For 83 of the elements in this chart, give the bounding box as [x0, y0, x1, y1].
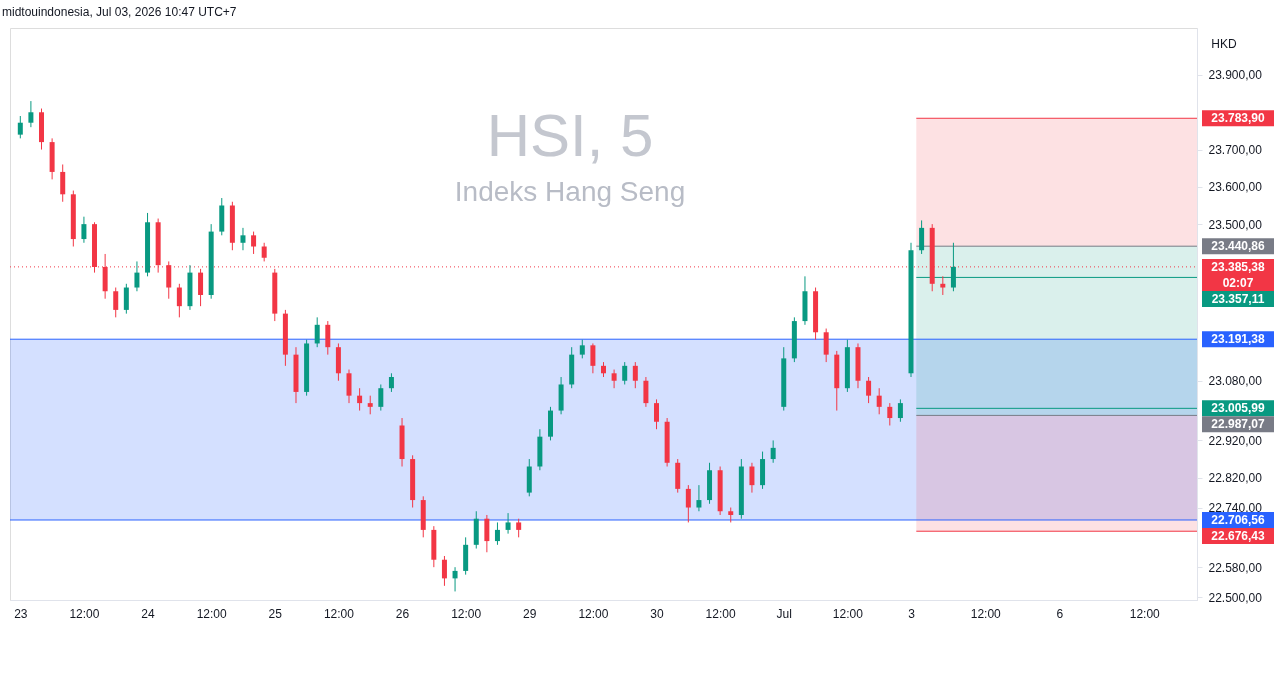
ref-line-label: 23.005,99 — [1211, 401, 1266, 416]
candlestick — [897, 398, 903, 423]
candlestick — [494, 521, 500, 546]
x-tick-label: 3 — [908, 606, 916, 621]
y-tick-label: 23.700,00 — [1208, 143, 1263, 158]
ref-line-label: 23.440,86 — [1211, 239, 1266, 254]
candlestick — [654, 398, 660, 430]
candlestick — [81, 216, 87, 244]
candlestick — [505, 512, 511, 535]
candlestick — [367, 395, 373, 415]
x-tick-label: 26 — [395, 606, 410, 621]
candlestick — [378, 383, 384, 412]
y-tick-label: 22.580,00 — [1208, 560, 1263, 575]
candlestick — [134, 260, 140, 292]
text: midtouindonesia, Jul 03, 2026 10:47 UTC+7 — [2, 5, 237, 19]
x-tick-label: 12:00 — [970, 606, 1002, 621]
y-tick-label: 23.080,00 — [1208, 374, 1263, 389]
candlestick — [579, 339, 585, 359]
candlestick — [388, 372, 394, 393]
candlestick — [770, 439, 776, 464]
ref-line-label: 22.676,43 — [1211, 528, 1266, 543]
y-tick-label: 23.600,00 — [1208, 180, 1263, 195]
x-tick-label: 6 — [1056, 606, 1064, 621]
candlestick — [314, 316, 320, 348]
x-tick-label: 12:00 — [578, 606, 609, 621]
y-tick-label: 23.900,00 — [1208, 68, 1263, 83]
candlestick — [325, 320, 331, 356]
candlestick — [123, 283, 129, 315]
y-tick-label: 22.500,00 — [1208, 590, 1263, 605]
candlestick — [198, 268, 204, 307]
candlestick — [176, 283, 182, 318]
candlestick — [452, 566, 458, 592]
candlestick — [240, 227, 246, 251]
candlestick — [866, 376, 872, 404]
candlestick — [251, 231, 257, 255]
x-tick-label: 25 — [268, 606, 283, 621]
candlestick — [590, 342, 596, 374]
candlestick — [60, 163, 66, 203]
candlestick — [113, 287, 119, 318]
candlestick — [632, 361, 638, 389]
candlestick — [749, 462, 755, 494]
ref-line-label: 22.987,07 — [1211, 417, 1266, 432]
candlestick — [611, 369, 617, 389]
y-axis-title: HKD — [1211, 37, 1237, 51]
candlestick — [28, 100, 34, 128]
x-tick-label: 30 — [650, 606, 665, 621]
candlestick — [919, 219, 925, 255]
x-tick-label: 12:00 — [69, 606, 100, 621]
x-tick-label: 12:00 — [1129, 606, 1161, 621]
candlestick — [643, 376, 649, 408]
candlestick — [261, 242, 267, 262]
text: HSI, 5 — [486, 102, 654, 169]
x-tick-label: 12:00 — [196, 606, 228, 621]
candlestick — [876, 387, 882, 415]
ref-line-label: 23.357,11 — [1211, 291, 1265, 306]
x-tick-label: 12:00 — [832, 606, 864, 621]
y-tick-label: 22.820,00 — [1208, 471, 1263, 486]
candlestick — [940, 275, 946, 296]
y-tick-label: 22.920,00 — [1208, 433, 1263, 448]
candlestick — [685, 484, 691, 523]
candlestick — [516, 518, 522, 538]
candlestick — [696, 484, 702, 512]
x-tick-label: 12:00 — [705, 606, 736, 621]
x-tick-label: 24 — [141, 606, 156, 621]
candlestick — [357, 387, 363, 412]
candlestick — [484, 514, 490, 553]
candlestick — [823, 328, 829, 363]
candlestick — [441, 555, 447, 587]
candlestick — [166, 260, 172, 300]
candlestick — [887, 402, 893, 426]
y-tick-label: 23.500,00 — [1208, 217, 1263, 232]
x-tick-label: 29 — [523, 606, 537, 621]
candlestick — [346, 369, 352, 404]
x-tick-label: 12:00 — [451, 606, 482, 621]
ref-line-label: 23.385,38 02:07 — [1211, 259, 1266, 290]
text: Indeks Hang Seng — [454, 176, 686, 207]
x-tick-label: 23 — [14, 606, 28, 621]
x-tick-label: 12:00 — [323, 606, 355, 621]
ref-line-label: 23.191,38 — [1211, 332, 1266, 347]
candlestick — [17, 115, 23, 139]
candlestick — [622, 361, 628, 385]
x-tick-label: Jul — [776, 606, 792, 621]
ref-line-label: 23.783,90 — [1211, 111, 1266, 126]
